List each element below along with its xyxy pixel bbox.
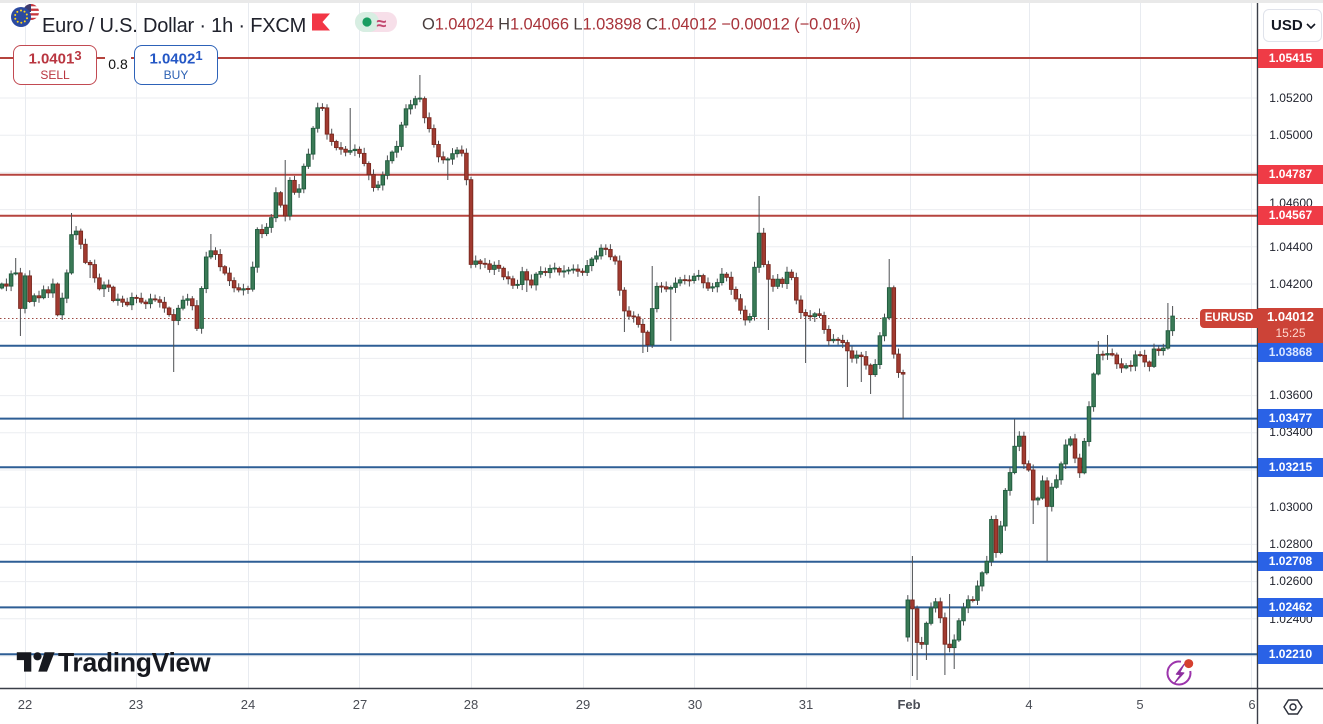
svg-text:O1.04024 H1.04066 L1.03898 C1.: O1.04024 H1.04066 L1.03898 C1.04012 −0.0…: [422, 16, 861, 34]
svg-text:Euro / U.S. Dollar · 1h · FXCM: Euro / U.S. Dollar · 1h · FXCM: [42, 15, 306, 37]
svg-text:TradingView: TradingView: [58, 648, 211, 678]
svg-text:≈: ≈: [377, 14, 387, 34]
